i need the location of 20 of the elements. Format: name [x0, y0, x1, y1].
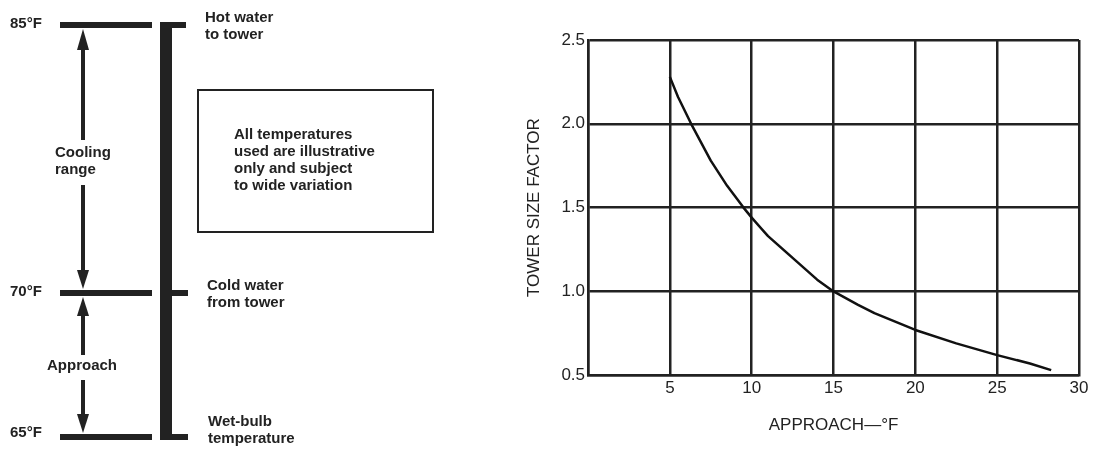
y-tick-label: 1.0 [561, 281, 586, 301]
x-tick-label: 15 [824, 378, 843, 398]
text: Cold water from tower [207, 276, 285, 310]
text: All temperatures used are illustrative only and subject to wide variation [234, 125, 375, 193]
y-tick-label: 2.5 [561, 29, 586, 49]
text: 70°F [10, 282, 42, 299]
text: Wet-bulb temperature [208, 412, 295, 446]
x-tick-label: 10 [742, 378, 762, 398]
text: 85°F [10, 14, 42, 31]
x-tick-label: 20 [905, 378, 925, 398]
x-tick-label: 25 [987, 378, 1007, 398]
x-tick-label: 30 [1069, 378, 1089, 398]
y-axis-title: TOWER SIZE FACTOR [523, 118, 543, 298]
x-axis-title: APPROACH—°F [768, 415, 899, 435]
y-tick-label: 0.5 [561, 364, 586, 384]
y-tick-label: 1.5 [561, 197, 586, 217]
x-tick-label: 5 [665, 378, 675, 398]
text: 65°F [10, 423, 42, 440]
y-tick-label: 2.0 [561, 113, 586, 133]
text: Hot water to tower [205, 8, 274, 42]
